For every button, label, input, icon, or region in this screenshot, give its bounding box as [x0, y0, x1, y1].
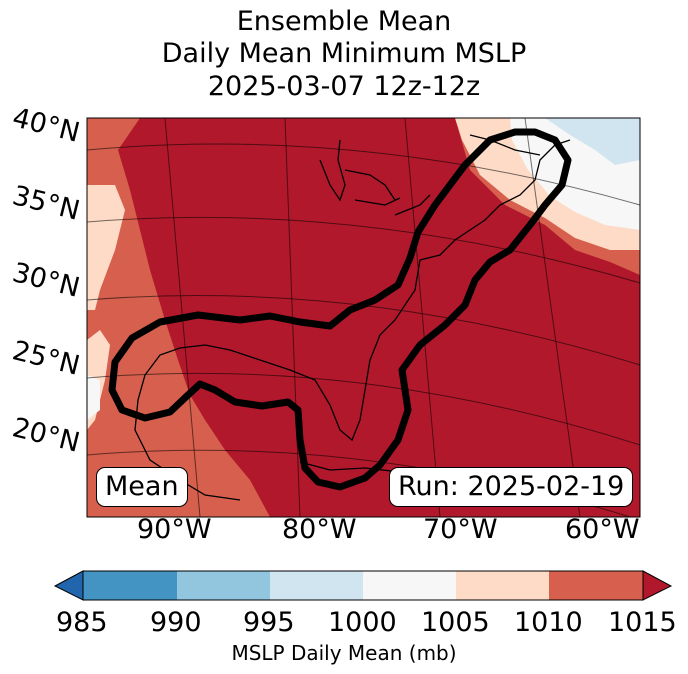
coastlines [134, 134, 571, 501]
title-line-2: Daily Mean Minimum MSLP [161, 38, 527, 69]
lon-label-90w: 90°W [137, 514, 212, 545]
colorbar-tick-990: 990 [150, 607, 202, 638]
map-area [87, 118, 640, 517]
colorbar-tick-1010: 1010 [514, 607, 583, 638]
field-1000-1005-west [87, 185, 125, 310]
field-995-1000-southwest [87, 375, 100, 420]
colorbar-tick-985: 985 [56, 607, 108, 638]
colorbar-bin-985-990 [83, 571, 177, 600]
colorbar-label: MSLP Daily Mean (mb) [231, 641, 457, 665]
lon-label-80w: 80°W [282, 514, 357, 545]
colorbar [53, 570, 673, 601]
colorbar-frame [82, 570, 644, 601]
colorbar-bin-990-995 [177, 571, 270, 600]
colorbar-extend-low [53, 570, 84, 601]
colorbar-bin-1010-1015 [549, 571, 643, 600]
run-date-box: Run: 2025-02-19 [389, 467, 634, 507]
colorbar-tick-1005: 1005 [421, 607, 490, 638]
title-line-3: 2025-03-07 12z-12z [207, 71, 481, 102]
map-frame [86, 117, 641, 518]
colorbar-bin-995-1000 [270, 571, 363, 600]
title-line-1: Ensemble Mean [236, 6, 452, 37]
colorbar-tick-1000: 1000 [328, 607, 397, 638]
lon-label-70w: 70°W [423, 514, 498, 545]
colorbar-tick-995: 995 [243, 607, 295, 638]
colorbar-bin-1000-1005 [363, 571, 456, 600]
mean-label-box: Mean [96, 467, 188, 507]
colorbar-extend-high [642, 570, 673, 601]
ensemble-contour [108, 128, 572, 491]
field-990-995-northeast [545, 118, 640, 165]
colorbar-tick-1015: 1015 [608, 607, 677, 638]
colorbar-bin-1005-1010 [456, 571, 549, 600]
lon-label-60w: 60°W [565, 514, 640, 545]
